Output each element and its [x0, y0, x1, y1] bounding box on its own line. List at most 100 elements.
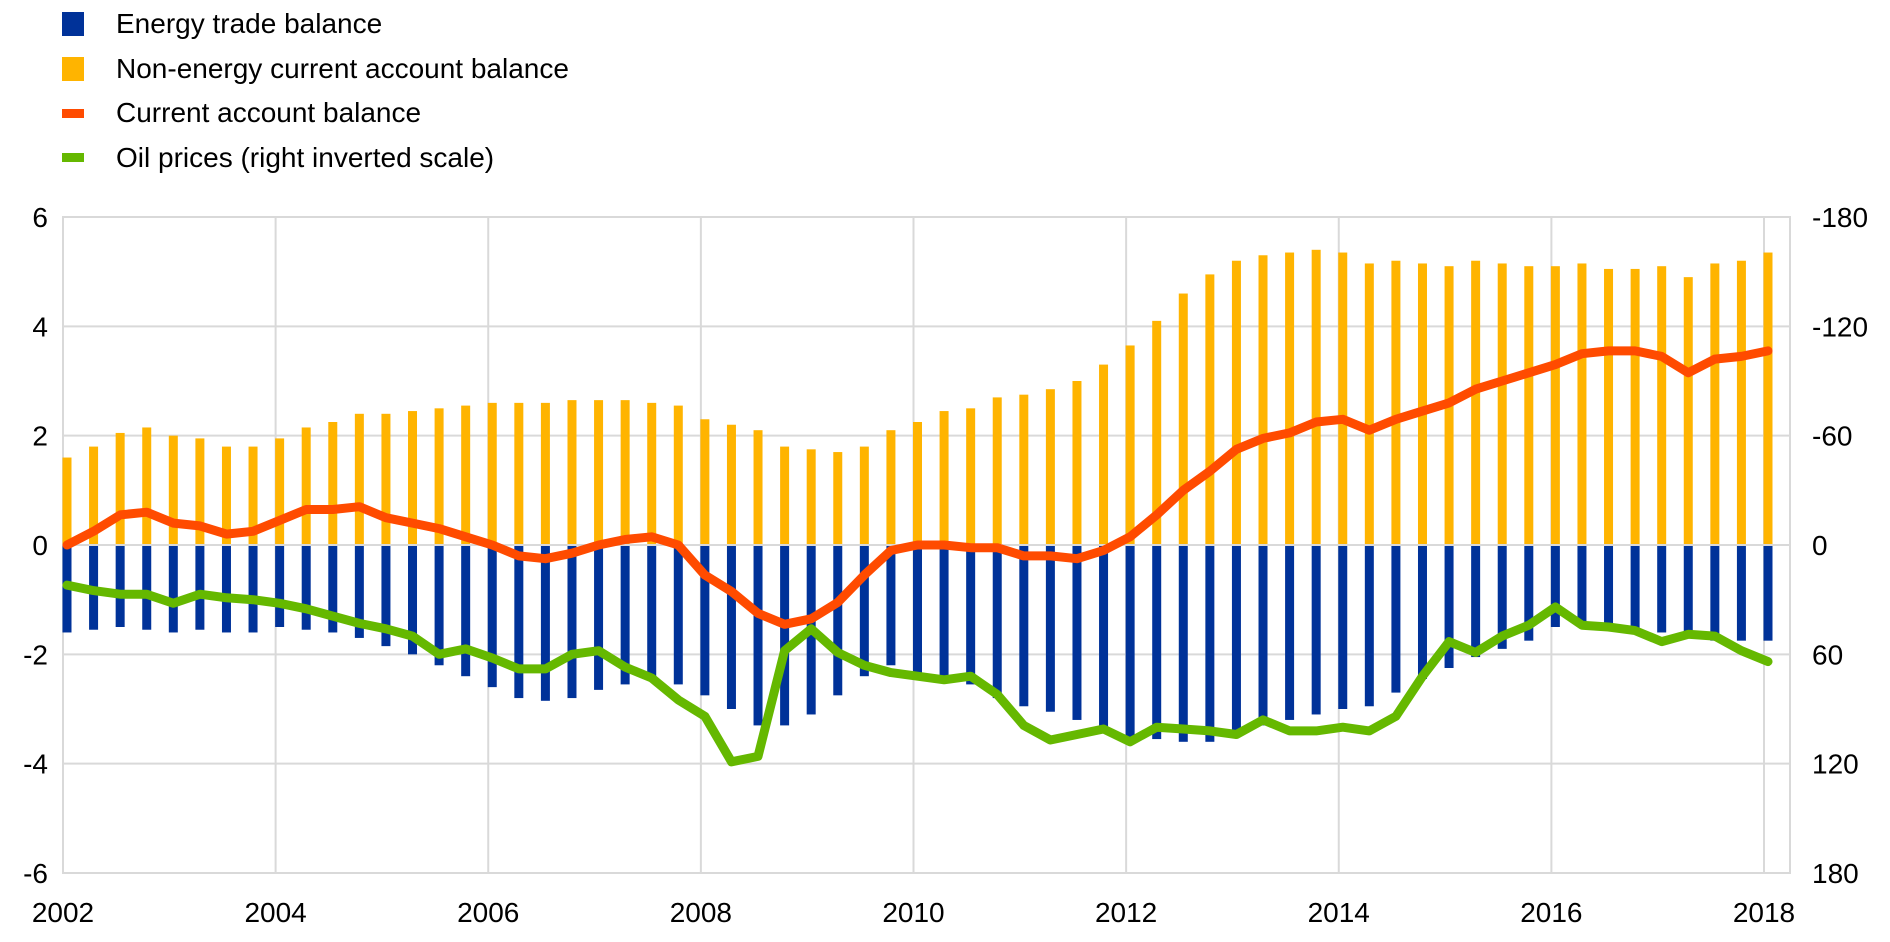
y2-tick-label: 180	[1812, 858, 1859, 889]
bar	[1285, 545, 1295, 720]
y-tick-label: -4	[23, 749, 48, 780]
legend-swatch-energy-trade-balance	[62, 12, 84, 37]
bar	[620, 400, 630, 545]
bar	[142, 545, 152, 630]
legend-swatch-oil-prices	[62, 153, 84, 163]
bar	[1231, 545, 1241, 734]
bar	[1364, 545, 1374, 707]
y-tick-label: 4	[32, 311, 48, 342]
bar	[886, 545, 896, 666]
bars	[62, 249, 1790, 742]
bar	[62, 457, 72, 545]
bar	[1391, 545, 1401, 693]
bar	[1657, 545, 1667, 633]
bar	[540, 402, 550, 545]
x-tick-label: 2006	[457, 897, 519, 928]
bar	[939, 545, 949, 682]
bar	[381, 545, 391, 647]
bar	[966, 545, 976, 685]
bar	[913, 545, 922, 674]
y-tick-label: 2	[32, 421, 48, 452]
bar	[1710, 545, 1720, 641]
bar	[1763, 545, 1773, 641]
x-tick-label: 2012	[1095, 897, 1157, 928]
y-tick-label: 0	[32, 530, 48, 561]
bar	[780, 545, 790, 726]
bar	[620, 545, 630, 685]
bar	[753, 430, 763, 545]
bar	[354, 545, 364, 638]
bar	[301, 427, 311, 545]
bar	[142, 427, 152, 545]
bar	[886, 430, 896, 545]
bar	[487, 545, 497, 688]
bar	[1630, 268, 1640, 545]
y2-tick-label: 0	[1812, 530, 1828, 561]
bar	[859, 545, 869, 677]
bar	[1444, 545, 1454, 668]
bar	[1045, 389, 1055, 545]
bar	[1736, 260, 1746, 545]
bar	[115, 432, 125, 545]
bar	[594, 545, 604, 690]
bar	[514, 545, 524, 699]
bar	[1524, 266, 1534, 545]
bar	[992, 545, 1002, 699]
bar	[939, 411, 949, 545]
bar	[1550, 266, 1560, 545]
x-tick-label: 2010	[882, 897, 944, 928]
bar	[514, 402, 524, 545]
legend-item-non-energy-balance: Non-energy current account balance	[62, 47, 569, 92]
bar	[700, 419, 710, 545]
bar	[328, 545, 338, 633]
bar	[248, 545, 258, 633]
bar	[461, 405, 471, 545]
series-line	[62, 580, 1773, 767]
x-tick-label: 2008	[670, 897, 732, 928]
legend-label: Energy trade balance	[116, 8, 383, 40]
legend-item-oil-prices: Oil prices (right inverted scale)	[62, 136, 569, 181]
bar	[1338, 545, 1348, 709]
bar	[408, 411, 418, 545]
bar	[1125, 345, 1135, 545]
x-tick-label: 2014	[1308, 897, 1370, 928]
bar	[966, 408, 976, 545]
bar	[1178, 545, 1188, 742]
bar	[1550, 545, 1560, 627]
bar	[301, 545, 311, 630]
bar	[780, 446, 790, 545]
bar	[1099, 545, 1109, 731]
bar	[487, 402, 497, 545]
bar	[726, 545, 736, 709]
bar	[1311, 249, 1321, 546]
bar	[275, 438, 285, 545]
bar	[461, 545, 471, 677]
bar	[913, 422, 922, 545]
legend-label: Oil prices (right inverted scale)	[116, 141, 495, 173]
bar	[1045, 545, 1055, 712]
bar	[567, 400, 577, 545]
bar	[594, 400, 604, 545]
y2-tick-label: 120	[1812, 749, 1859, 780]
bar	[1311, 545, 1321, 715]
bar	[859, 446, 869, 545]
bar	[408, 545, 418, 655]
bar	[328, 422, 338, 545]
bar	[1152, 320, 1162, 545]
y-tick-label: -6	[23, 858, 48, 889]
bar	[1178, 293, 1188, 545]
y-tick-label: -2	[23, 639, 48, 670]
bar	[1630, 545, 1640, 633]
bar	[1258, 545, 1268, 726]
bar	[753, 545, 763, 726]
bar	[1604, 268, 1614, 545]
bar	[168, 435, 178, 545]
bar	[673, 545, 683, 685]
legend-item-current-account-balance: Current account balance	[62, 91, 569, 136]
bar	[726, 424, 736, 545]
axes: 6 4 2 0 -2 -4 -6 -180 -120 -60 0 60 120 180 2002 2004 20…	[23, 202, 1868, 928]
y2-tick-label: -60	[1812, 421, 1852, 452]
bar	[1577, 545, 1587, 625]
bar	[1364, 263, 1374, 545]
bar	[1497, 263, 1507, 545]
